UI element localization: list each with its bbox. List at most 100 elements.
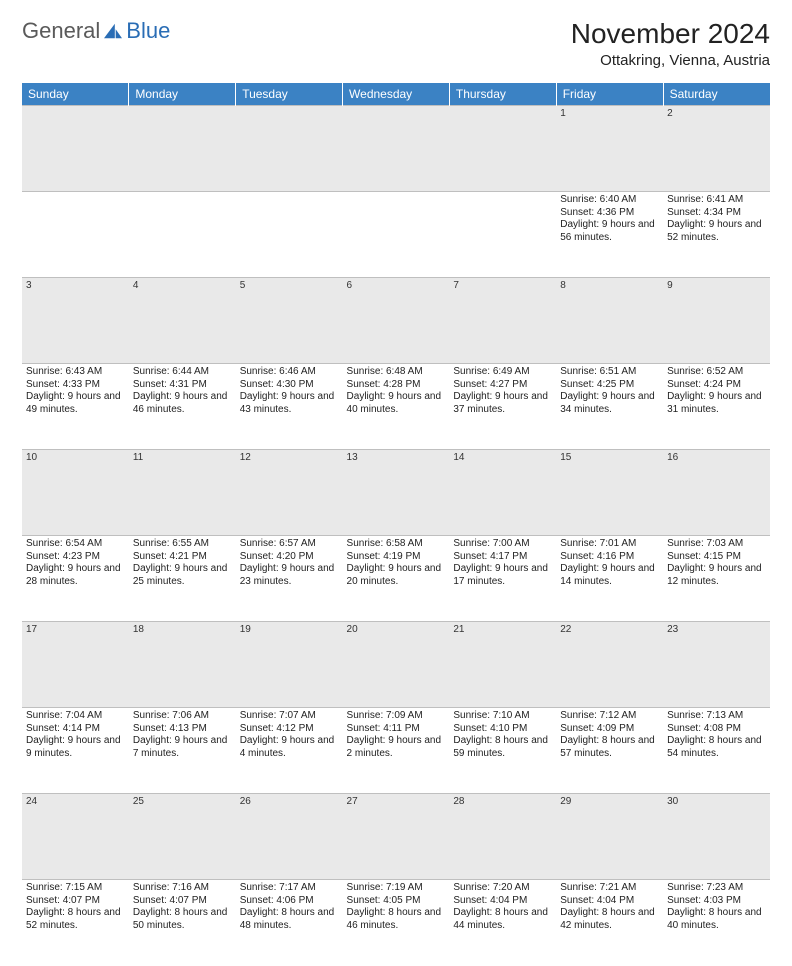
day-number-row: 3456789 (22, 278, 770, 364)
day-number (449, 106, 556, 192)
sunrise-text: Sunrise: 6:54 AM (26, 538, 125, 551)
sunrise-text: Sunrise: 7:06 AM (133, 710, 232, 723)
day-detail-row: Sunrise: 6:43 AMSunset: 4:33 PMDaylight:… (22, 364, 770, 450)
daylight-text: Daylight: 8 hours and 57 minutes. (560, 735, 659, 760)
day-number: 25 (129, 794, 236, 880)
sunset-text: Sunset: 4:20 PM (240, 551, 339, 564)
sunrise-text: Sunrise: 6:52 AM (667, 366, 766, 379)
daylight-text: Daylight: 9 hours and 52 minutes. (667, 219, 766, 244)
day-number (236, 106, 343, 192)
day-detail (129, 192, 236, 278)
sunrise-text: Sunrise: 6:41 AM (667, 194, 766, 207)
day-number: 20 (343, 622, 450, 708)
daylight-text: Daylight: 9 hours and 7 minutes. (133, 735, 232, 760)
day-number: 13 (343, 450, 450, 536)
sunrise-text: Sunrise: 7:10 AM (453, 710, 552, 723)
day-number: 15 (556, 450, 663, 536)
sunrise-text: Sunrise: 7:00 AM (453, 538, 552, 551)
sunrise-text: Sunrise: 7:23 AM (667, 882, 766, 895)
sunrise-text: Sunrise: 6:44 AM (133, 366, 232, 379)
day-detail: Sunrise: 6:49 AMSunset: 4:27 PMDaylight:… (449, 364, 556, 450)
sunset-text: Sunset: 4:15 PM (667, 551, 766, 564)
day-detail: Sunrise: 7:07 AMSunset: 4:12 PMDaylight:… (236, 708, 343, 794)
daylight-text: Daylight: 9 hours and 40 minutes. (347, 391, 446, 416)
day-header: Sunday (22, 83, 129, 106)
sunrise-text: Sunrise: 6:49 AM (453, 366, 552, 379)
sunset-text: Sunset: 4:33 PM (26, 379, 125, 392)
day-detail: Sunrise: 7:16 AMSunset: 4:07 PMDaylight:… (129, 880, 236, 966)
daylight-text: Daylight: 9 hours and 49 minutes. (26, 391, 125, 416)
day-detail (22, 192, 129, 278)
day-number: 24 (22, 794, 129, 880)
daylight-text: Daylight: 8 hours and 59 minutes. (453, 735, 552, 760)
day-number: 29 (556, 794, 663, 880)
day-number: 19 (236, 622, 343, 708)
daylight-text: Daylight: 9 hours and 37 minutes. (453, 391, 552, 416)
day-detail-row: Sunrise: 6:54 AMSunset: 4:23 PMDaylight:… (22, 536, 770, 622)
sunrise-text: Sunrise: 6:43 AM (26, 366, 125, 379)
day-detail: Sunrise: 7:21 AMSunset: 4:04 PMDaylight:… (556, 880, 663, 966)
day-detail: Sunrise: 6:46 AMSunset: 4:30 PMDaylight:… (236, 364, 343, 450)
day-detail: Sunrise: 7:09 AMSunset: 4:11 PMDaylight:… (343, 708, 450, 794)
sunrise-text: Sunrise: 6:48 AM (347, 366, 446, 379)
day-number: 9 (663, 278, 770, 364)
day-detail: Sunrise: 7:04 AMSunset: 4:14 PMDaylight:… (22, 708, 129, 794)
day-number-row: 24252627282930 (22, 794, 770, 880)
daylight-text: Daylight: 9 hours and 23 minutes. (240, 563, 339, 588)
day-number: 23 (663, 622, 770, 708)
day-detail: Sunrise: 7:20 AMSunset: 4:04 PMDaylight:… (449, 880, 556, 966)
day-detail: Sunrise: 6:52 AMSunset: 4:24 PMDaylight:… (663, 364, 770, 450)
daylight-text: Daylight: 8 hours and 52 minutes. (26, 907, 125, 932)
day-detail: Sunrise: 7:23 AMSunset: 4:03 PMDaylight:… (663, 880, 770, 966)
sunrise-text: Sunrise: 7:12 AM (560, 710, 659, 723)
day-number: 11 (129, 450, 236, 536)
sunrise-text: Sunrise: 6:46 AM (240, 366, 339, 379)
daylight-text: Daylight: 9 hours and 14 minutes. (560, 563, 659, 588)
month-title: November 2024 (571, 18, 770, 50)
daylight-text: Daylight: 9 hours and 34 minutes. (560, 391, 659, 416)
day-detail: Sunrise: 7:10 AMSunset: 4:10 PMDaylight:… (449, 708, 556, 794)
sunrise-text: Sunrise: 6:40 AM (560, 194, 659, 207)
day-header: Wednesday (343, 83, 450, 106)
day-detail: Sunrise: 6:58 AMSunset: 4:19 PMDaylight:… (343, 536, 450, 622)
day-header: Friday (556, 83, 663, 106)
day-detail: Sunrise: 7:15 AMSunset: 4:07 PMDaylight:… (22, 880, 129, 966)
daylight-text: Daylight: 9 hours and 28 minutes. (26, 563, 125, 588)
sunset-text: Sunset: 4:16 PM (560, 551, 659, 564)
day-number: 4 (129, 278, 236, 364)
day-number (129, 106, 236, 192)
day-number: 26 (236, 794, 343, 880)
sunset-text: Sunset: 4:03 PM (667, 895, 766, 908)
day-detail: Sunrise: 6:43 AMSunset: 4:33 PMDaylight:… (22, 364, 129, 450)
sunset-text: Sunset: 4:23 PM (26, 551, 125, 564)
sunset-text: Sunset: 4:05 PM (347, 895, 446, 908)
sunrise-text: Sunrise: 7:20 AM (453, 882, 552, 895)
daylight-text: Daylight: 9 hours and 20 minutes. (347, 563, 446, 588)
sunset-text: Sunset: 4:25 PM (560, 379, 659, 392)
sunset-text: Sunset: 4:14 PM (26, 723, 125, 736)
daylight-text: Daylight: 9 hours and 4 minutes. (240, 735, 339, 760)
sunrise-text: Sunrise: 6:58 AM (347, 538, 446, 551)
day-number: 21 (449, 622, 556, 708)
logo-sail-icon (102, 22, 124, 40)
title-block: November 2024 Ottakring, Vienna, Austria (571, 18, 770, 69)
day-number: 8 (556, 278, 663, 364)
day-detail: Sunrise: 6:48 AMSunset: 4:28 PMDaylight:… (343, 364, 450, 450)
daylight-text: Daylight: 8 hours and 54 minutes. (667, 735, 766, 760)
daylight-text: Daylight: 9 hours and 25 minutes. (133, 563, 232, 588)
day-header: Saturday (663, 83, 770, 106)
sunrise-text: Sunrise: 7:15 AM (26, 882, 125, 895)
day-number: 16 (663, 450, 770, 536)
sunset-text: Sunset: 4:09 PM (560, 723, 659, 736)
day-number: 1 (556, 106, 663, 192)
sunset-text: Sunset: 4:28 PM (347, 379, 446, 392)
day-number: 2 (663, 106, 770, 192)
location-text: Ottakring, Vienna, Austria (571, 52, 770, 69)
sunrise-text: Sunrise: 6:55 AM (133, 538, 232, 551)
day-detail: Sunrise: 7:17 AMSunset: 4:06 PMDaylight:… (236, 880, 343, 966)
day-detail: Sunrise: 7:00 AMSunset: 4:17 PMDaylight:… (449, 536, 556, 622)
day-header: Monday (129, 83, 236, 106)
sunrise-text: Sunrise: 7:21 AM (560, 882, 659, 895)
daylight-text: Daylight: 9 hours and 43 minutes. (240, 391, 339, 416)
day-number-row: 10111213141516 (22, 450, 770, 536)
